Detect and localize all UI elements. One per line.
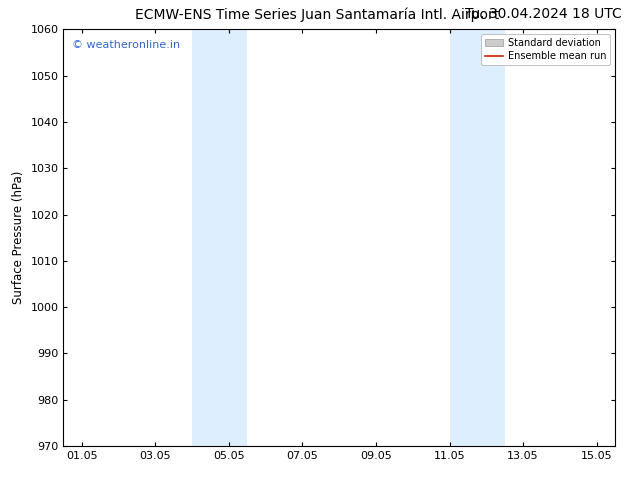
Y-axis label: Surface Pressure (hPa): Surface Pressure (hPa)	[12, 171, 25, 304]
Text: Tu. 30.04.2024 18 UTC: Tu. 30.04.2024 18 UTC	[465, 7, 621, 22]
Text: ECMW-ENS Time Series Juan Santamaría Intl. Airport: ECMW-ENS Time Series Juan Santamaría Int…	[135, 7, 499, 22]
Legend: Standard deviation, Ensemble mean run: Standard deviation, Ensemble mean run	[481, 34, 610, 65]
Bar	[450, 29, 505, 446]
Bar	[192, 29, 247, 446]
Text: © weatheronline.in: © weatheronline.in	[72, 40, 180, 50]
